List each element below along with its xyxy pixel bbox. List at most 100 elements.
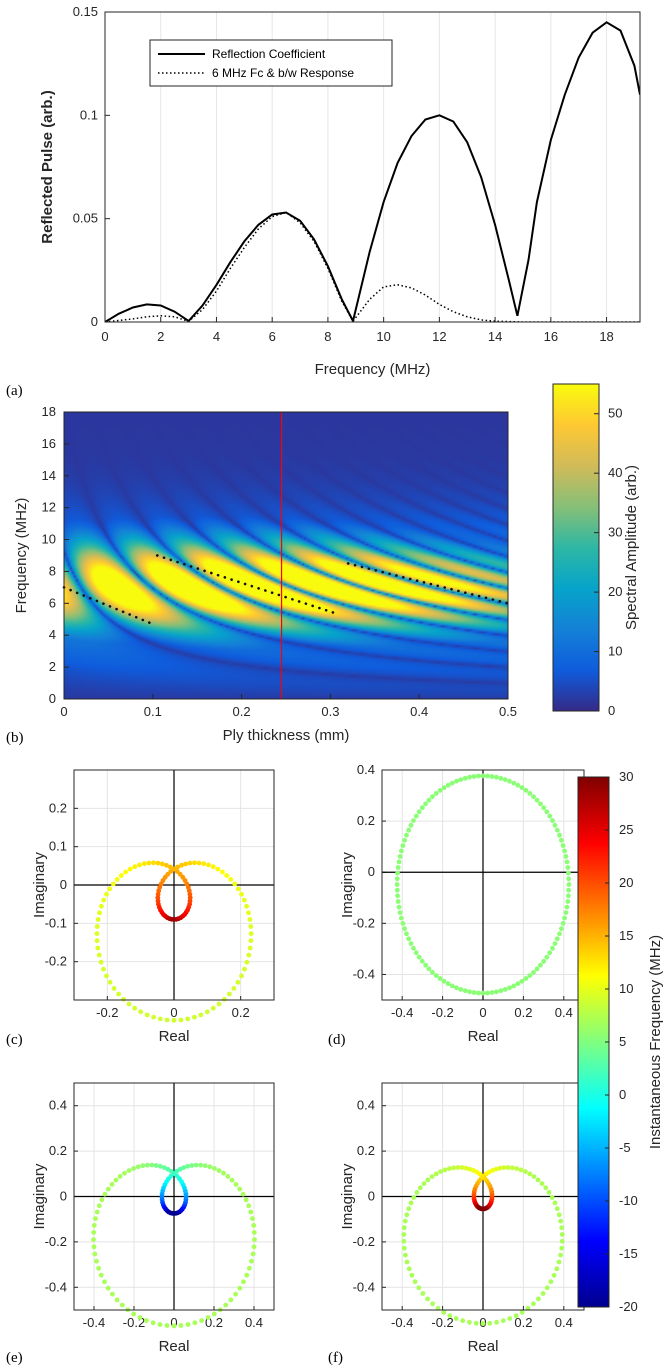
phasor-point [242,966,247,972]
phasor-point [95,945,101,951]
phasor-point [563,910,569,915]
phasor-point [563,854,569,859]
ytick-label: 0.2 [49,1143,67,1158]
panel-label: (c) [6,1032,23,1048]
xtick-label: -0.4 [391,1005,413,1020]
phasor-point [247,1265,252,1271]
y-axis-label: Imaginary [31,852,48,918]
phasor-point [123,869,128,875]
phasor-point [534,966,540,972]
phasor-point [241,1279,246,1285]
phasor-point [518,1167,524,1173]
phasor-point [527,973,533,978]
phasor-point [111,986,117,991]
ytick-label: 0.4 [357,1098,375,1113]
phasor-point [109,1182,115,1187]
phasor-point [560,843,566,848]
phasor-point [101,897,107,903]
phasor-point [94,931,100,936]
phasor-point [566,870,571,876]
phasor-point [164,862,169,868]
phasor-point [251,1244,257,1250]
phasor-point [222,996,227,1002]
phasor-point [411,945,416,951]
x-axis-label: Real [159,1338,190,1355]
ytick-label-b: 0 [49,691,56,706]
xtick-label: -0.2 [96,1005,118,1020]
phasor-point [151,860,157,866]
xtick-label-a: 10 [376,329,390,344]
panel-a: 0 2 4 6 8 10 12 14 16 18 0 0.05 0.1 0.15 Reflection Co… [6,4,641,399]
response-dotted-line [105,211,640,322]
phasor-point [399,915,404,921]
instantaneous-frequency-colorbar: -20 -15 -10 -5 0 5 10 15 20 25 30 Instantaneous Fre… [577,769,664,1314]
phasor-point [554,936,560,942]
phasor-point [480,1321,486,1326]
jet-colorbar [577,776,610,1308]
phasor-point [501,1165,507,1170]
phasor-point [485,773,490,779]
colorbar-tick-label: 30 [619,769,633,784]
phasor-point [425,1296,430,1302]
phasor-point [211,1311,217,1317]
axes-box-b [63,411,509,700]
phasor-point [425,1177,431,1183]
phasor-point [192,1014,197,1020]
colorbar-tick-label: 20 [619,875,633,890]
phasor-point [248,938,254,944]
phasor-point [246,1203,252,1209]
ytick-label-b: 6 [49,595,56,610]
phasor-point [447,1313,453,1319]
phasor-point [205,1315,211,1320]
phasor-point [412,1279,418,1285]
phasor-point [413,813,419,819]
phasor-point [96,952,102,958]
xtick-label-b: 0.3 [321,704,339,719]
phasor-point [566,887,572,893]
phasor-point [550,818,555,823]
colorbar-label-b: Spectral Amplitude (arb.) [623,465,640,630]
phasor-point [416,809,422,815]
panel-d: -0.4 -0.2 0 0.2 0.4 -0.4 -0.2 0 0.2 0.4 Real Imagin… [328,762,585,1048]
phasor-point [404,931,409,937]
phasor-point [179,862,184,868]
phasor-point [97,910,102,916]
phasor-point [91,1237,96,1242]
xtick-label-a: 16 [544,329,558,344]
phasor-point [204,1009,210,1015]
phasor-point [126,1001,132,1007]
phasor-point [426,966,432,972]
phasor-point [127,866,133,872]
phasor-point [118,873,124,878]
phasor-point [423,801,428,807]
phasor-point [394,887,400,893]
phasor-point [507,985,512,991]
phasor-point [192,860,197,866]
phasor-point [406,827,412,833]
phasor-point [150,1320,156,1326]
phasor-point [454,985,459,991]
phasor-point [132,1005,138,1011]
phasor-point [494,774,499,780]
phasor-point [248,1209,254,1215]
phasor-point [419,805,425,811]
xtick-label-a: 18 [599,329,613,344]
x-axis-label: Real [159,1028,190,1045]
phasor-point [137,862,142,868]
phasor-point [558,1218,564,1224]
panel-label: (f) [328,1350,343,1366]
phasor-point [210,1005,216,1011]
phasor-point [198,1012,204,1018]
ytick-label: 0 [60,1189,67,1204]
phasor-point [235,979,241,985]
phasor-point [247,945,253,951]
phasor-point [515,782,521,788]
ytick-label-b: 16 [42,436,56,451]
phasor-point [155,860,161,866]
phasor-point [189,1163,195,1168]
phasor-point [507,1316,513,1321]
phasor-point [449,780,455,786]
phasor-point [566,893,571,899]
phasor-point [519,1309,525,1315]
phasor-point [181,1165,187,1170]
